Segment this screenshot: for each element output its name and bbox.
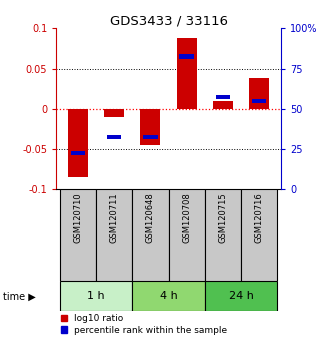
Bar [60,189,96,281]
Bar [132,281,205,312]
Title: GDS3433 / 33116: GDS3433 / 33116 [109,14,228,27]
Bar [143,135,158,139]
Text: 4 h: 4 h [160,291,178,301]
Bar [213,101,233,109]
Bar [249,78,269,109]
Bar [205,189,241,281]
Bar [169,189,205,281]
Bar [241,189,277,281]
Bar [104,109,124,117]
Text: time ▶: time ▶ [3,291,36,301]
Text: GSM120711: GSM120711 [110,192,119,243]
Text: GSM120648: GSM120648 [146,192,155,243]
Bar [68,109,88,177]
Bar [177,38,196,109]
Text: GSM120710: GSM120710 [74,192,82,243]
Text: 24 h: 24 h [229,291,254,301]
Bar [71,151,85,155]
Bar [205,281,277,312]
Bar [60,281,132,312]
Text: 1 h: 1 h [87,291,105,301]
Bar [252,99,266,103]
Bar [107,135,121,139]
Text: GSM120715: GSM120715 [218,192,227,243]
Bar [96,189,132,281]
Bar [141,109,160,145]
Bar [179,55,194,58]
Legend: log10 ratio, percentile rank within the sample: log10 ratio, percentile rank within the … [61,314,227,335]
Bar [132,189,169,281]
Bar [216,95,230,99]
Text: GSM120708: GSM120708 [182,192,191,243]
Text: GSM120716: GSM120716 [255,192,264,243]
